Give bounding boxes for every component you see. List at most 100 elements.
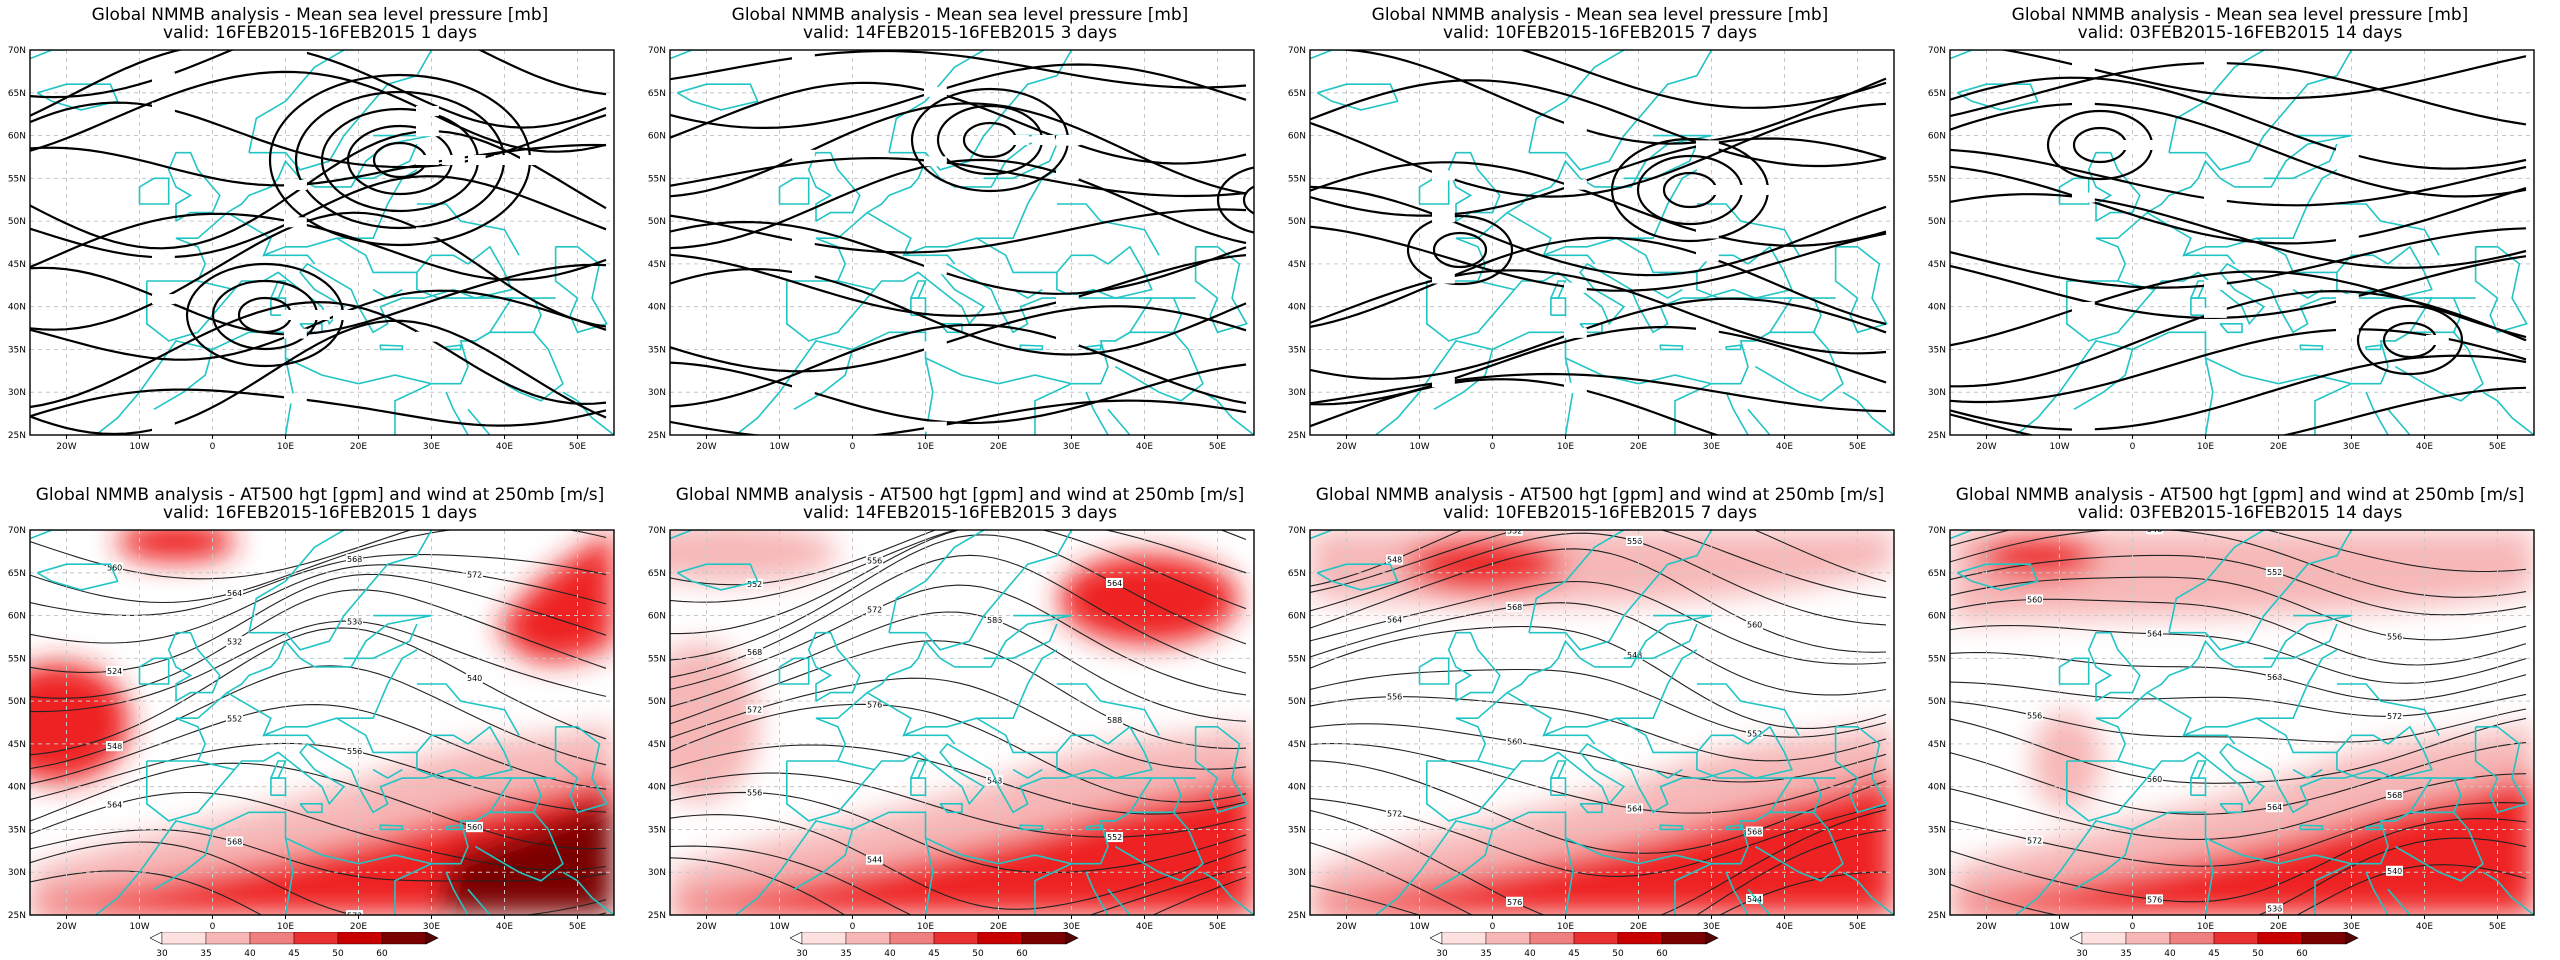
height-label-bg — [1506, 896, 1523, 907]
isobar-label-bg — [1432, 212, 1455, 223]
height-label: 552 — [1507, 527, 1522, 536]
height-contour — [1310, 625, 1887, 729]
isobar — [1310, 236, 1887, 328]
lat-tick-label: 30N — [8, 388, 26, 398]
height-label-bg — [2266, 567, 2283, 578]
height-label: 568 — [227, 837, 242, 846]
height-label-bg — [2386, 711, 2403, 722]
isobar-label-bg — [284, 217, 307, 228]
map-frame — [1949, 49, 2535, 436]
colorbar-segment — [2125, 932, 2171, 945]
lat-tick-label: 45N — [8, 260, 26, 270]
graticule — [670, 530, 1254, 915]
coastline — [1056, 725, 1153, 779]
lon-tick-label: 10E — [2197, 922, 2214, 932]
height-label: 572 — [2027, 837, 2042, 846]
country-border — [2146, 649, 2338, 737]
colorbar-segment — [2081, 932, 2127, 945]
height-contour — [1950, 681, 2527, 717]
coastline — [1550, 777, 1567, 797]
isobar — [30, 175, 607, 259]
country-border — [1114, 331, 1204, 402]
height-contour — [1950, 554, 2527, 616]
lat-tick-label: 55N — [8, 174, 26, 184]
lat-tick-label: 35N — [1288, 825, 1306, 835]
coastline — [2066, 237, 2127, 282]
height-label-bg — [2386, 631, 2403, 642]
isobar-label-bg — [2072, 98, 2095, 109]
height-contour — [670, 530, 1247, 603]
coastline — [95, 742, 514, 915]
coastline — [676, 563, 759, 591]
country-border — [1034, 382, 1072, 435]
country-border — [2073, 829, 2134, 890]
country-border — [1034, 862, 1072, 915]
isobar-label-bg — [416, 126, 439, 137]
map-frame — [29, 49, 615, 436]
height-label: 540 — [2387, 867, 2402, 876]
coastline — [1085, 391, 1109, 435]
coastline — [562, 871, 614, 915]
lon-tick-label: 10W — [2049, 442, 2069, 452]
colorbar-min-arrow — [790, 932, 803, 945]
country-border — [263, 734, 316, 745]
coastline — [1528, 50, 1713, 171]
height-label: 572 — [347, 911, 362, 920]
height-label-bg — [1506, 736, 1523, 747]
height-contour — [1950, 773, 2527, 840]
coastline — [2168, 530, 2353, 651]
coastline — [416, 725, 513, 779]
country-border — [2394, 777, 2462, 822]
height-label-bg — [2266, 802, 2283, 813]
height-label: 536 — [2267, 904, 2282, 913]
coastline — [1725, 344, 1742, 351]
map-frame — [1309, 49, 1895, 436]
country-border — [1754, 297, 1822, 342]
isobar — [30, 50, 607, 129]
height-contour — [1310, 809, 1887, 915]
panel-valid-time: valid: 03FEB2015-16FEB2015 14 days — [2077, 503, 2403, 523]
isobar — [1518, 50, 1887, 109]
lat-tick-label: 65N — [648, 569, 666, 579]
coastline — [36, 83, 119, 111]
coastline — [2482, 391, 2534, 435]
country-border — [1674, 862, 1712, 915]
lat-tick-label: 35N — [648, 345, 666, 355]
lon-tick-label: 20E — [2270, 922, 2287, 932]
height-contour — [1310, 797, 1887, 877]
colorbar-segment — [249, 932, 295, 945]
isobar-label-bg — [416, 227, 439, 238]
height-label-bg — [866, 555, 883, 566]
lat-tick-label: 35N — [648, 825, 666, 835]
isobar-label-bg — [284, 50, 307, 55]
country-border — [2394, 331, 2484, 402]
colorbar-tick-label: 50 — [1612, 949, 1624, 959]
height-label-bg — [2146, 774, 2163, 785]
axis-ticks: 20W 10W 0 10E 20E 30E 40E 50E 70N 65N 60N 55N 50N 45N… — [648, 526, 1227, 932]
lon-tick-label: 10W — [1409, 442, 1429, 452]
height-contour — [1950, 818, 2527, 903]
lat-tick-label: 25N — [648, 911, 666, 921]
height-label-bg — [106, 799, 123, 810]
isobar — [670, 305, 1247, 373]
lat-tick-label: 70N — [8, 526, 26, 536]
height-label: 548 — [1627, 651, 1642, 660]
height-contour — [30, 829, 607, 882]
panel-valid-time: valid: 10FEB2015-16FEB2015 7 days — [1443, 23, 1757, 43]
lon-tick-label: 50E — [569, 922, 586, 932]
colorbar-tick-label: 45 — [2208, 949, 2219, 959]
height-label-bg — [2386, 789, 2403, 800]
colorbar-segment — [293, 932, 339, 945]
height-label: 576 — [1507, 898, 1522, 907]
lat-tick-label: 65N — [1288, 569, 1306, 579]
height-label-bg — [2026, 710, 2043, 721]
lon-tick-label: 10E — [277, 442, 294, 452]
coastline — [888, 530, 1073, 651]
isobar — [1950, 289, 2527, 388]
colorbar-segment — [337, 932, 383, 945]
country-border — [153, 349, 214, 410]
height-contour — [1950, 837, 2527, 915]
colorbar-max-arrow — [425, 932, 439, 945]
lat-tick-label: 55N — [8, 654, 26, 664]
lon-tick-label: 40E — [1776, 922, 1793, 932]
